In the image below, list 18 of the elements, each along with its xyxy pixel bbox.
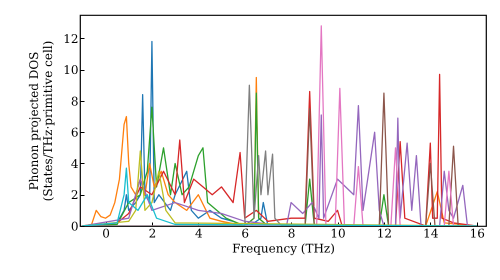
y-tick-label: 10 (63, 63, 78, 78)
x-tick-label: 0 (102, 226, 110, 240)
x-tick-label: 4 (195, 226, 203, 240)
x-tick-label: 12 (376, 226, 392, 240)
x-tick-label: 2 (148, 226, 156, 240)
line-series (82, 168, 478, 226)
x-tick-label: 8 (288, 226, 296, 240)
x-tick-label: 10 (330, 226, 346, 240)
y-tick-label: 4 (70, 156, 79, 171)
x-tick-label: 16 (470, 226, 485, 240)
y-tick-label: 6 (70, 126, 78, 140)
y-tick-label: 8 (70, 94, 78, 108)
y-tick-label: 12 (63, 32, 78, 46)
x-axis-title: Frequency (THz) (232, 242, 335, 256)
x-tick-label: 6 (241, 226, 250, 240)
x-tick-label: 14 (423, 226, 439, 240)
y-axis-title: Phonon projected DOS (States/THz·primitive cell) (27, 40, 56, 202)
y-tick-label: 2 (70, 188, 78, 202)
